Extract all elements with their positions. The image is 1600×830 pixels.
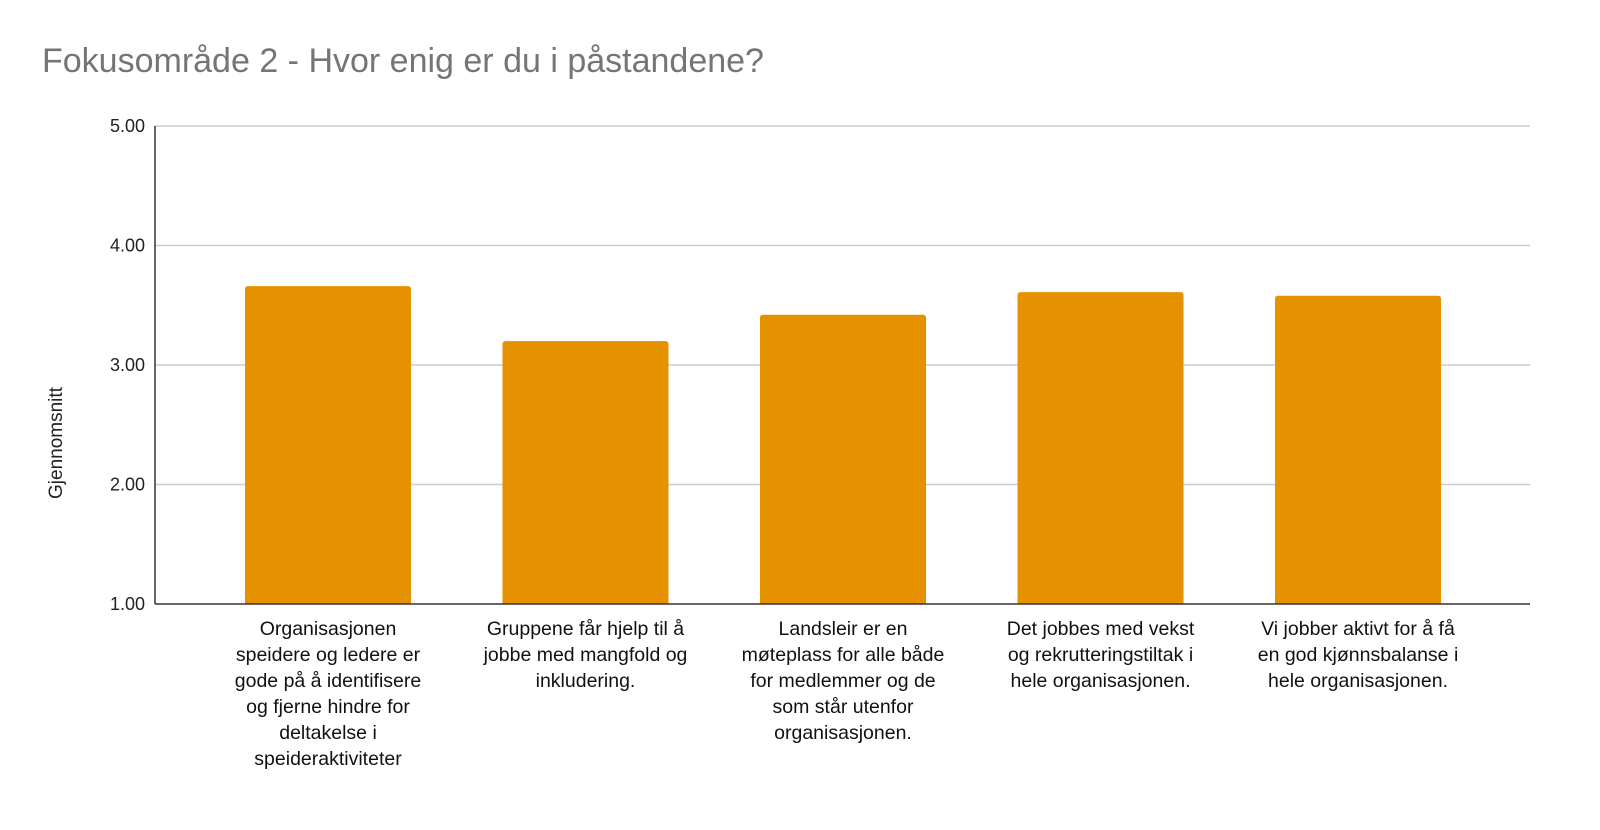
x-tick-label: Vi jobber aktivt for å få en god kjønnsb… — [1257, 618, 1459, 692]
bars — [245, 286, 1441, 604]
y-tick-labels: 1.00 2.00 3.00 4.00 5.00 — [110, 116, 145, 614]
axes — [154, 126, 1530, 605]
y-tick-label: 1.00 — [110, 594, 145, 614]
y-tick-label: 3.00 — [110, 355, 145, 375]
bar — [245, 286, 411, 604]
bar — [760, 314, 926, 604]
y-tick-label: 4.00 — [110, 236, 145, 256]
chart-title: Fokusområde 2 - Hvor enig er du i påstan… — [42, 42, 764, 80]
y-tick-label: 5.00 — [110, 116, 145, 136]
bar — [502, 341, 669, 604]
y-axis-label: Gjennomsnitt — [46, 386, 67, 499]
x-tick-label: Landsleir er en møteplass for alle både … — [741, 618, 945, 744]
bar — [1275, 295, 1441, 604]
y-tick-label: 2.00 — [110, 475, 145, 495]
x-tick-label: Gruppene får hjelp til å jobbe med mangf… — [483, 618, 688, 692]
x-tick-label: Det jobbes med vekst og rekrutteringstil… — [1006, 618, 1195, 692]
bar — [1017, 292, 1184, 604]
x-tick-label: Organisasjonen speidere og ledere er god… — [234, 618, 422, 770]
